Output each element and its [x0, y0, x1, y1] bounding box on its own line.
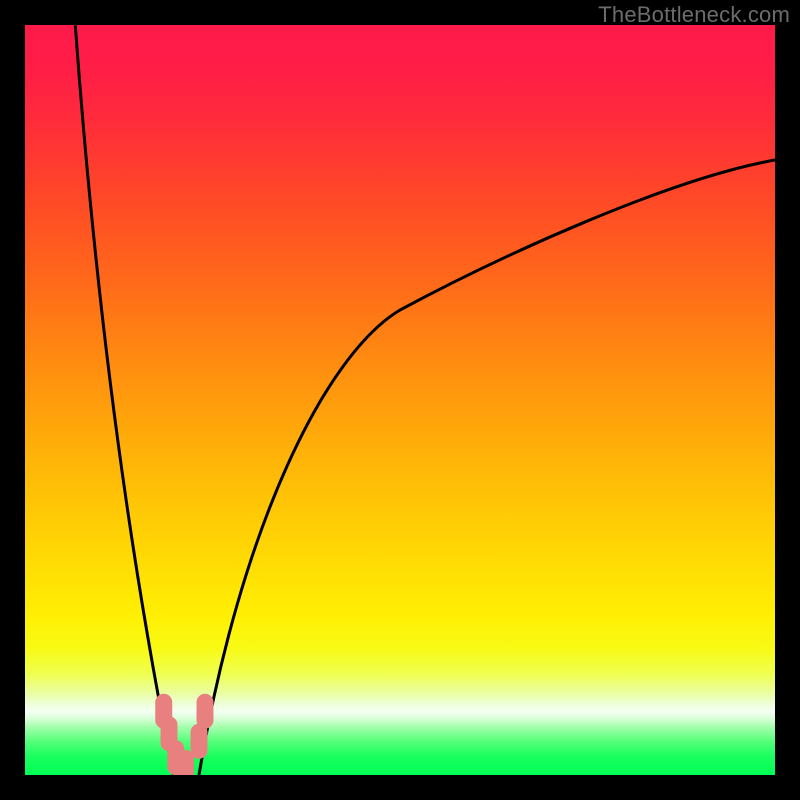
- chart-root: TheBottleneck.com: [0, 0, 800, 800]
- black-frame: [0, 0, 800, 800]
- attribution-text: TheBottleneck.com: [598, 2, 790, 28]
